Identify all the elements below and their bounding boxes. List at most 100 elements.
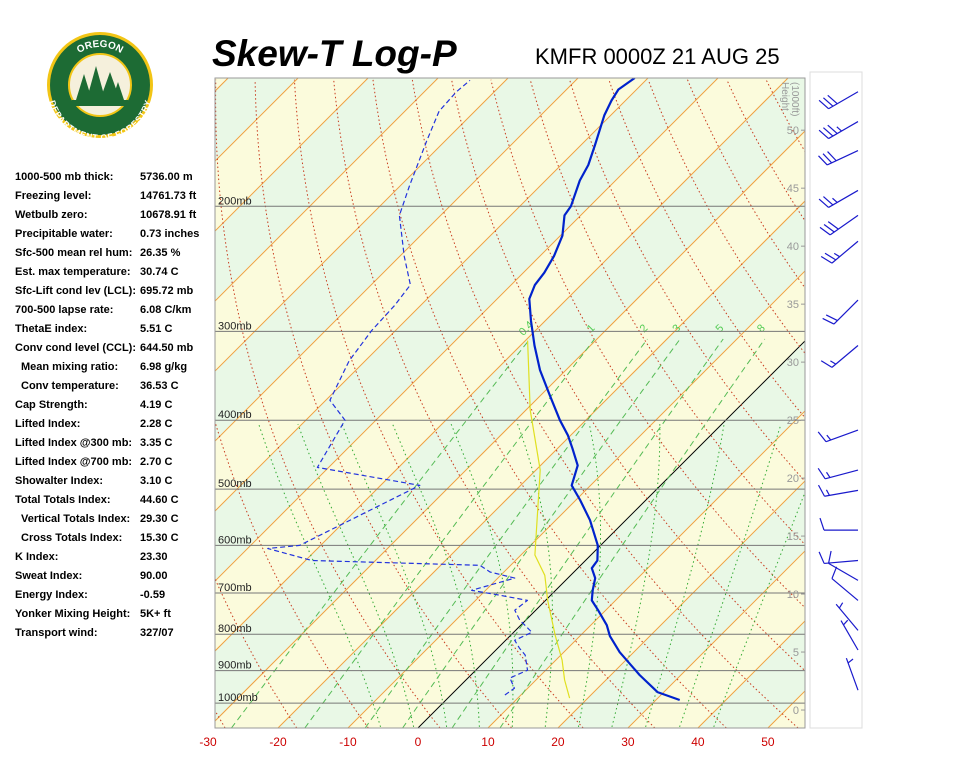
barb-full	[817, 484, 826, 497]
index-label: ThetaE index:	[15, 323, 87, 335]
pressure-tick-label: 800mb	[218, 623, 252, 635]
moist-adiabat	[578, 423, 601, 727]
pressure-tick-label: 400mb	[218, 409, 252, 421]
barb-half	[826, 434, 832, 441]
barb-staff	[825, 469, 859, 480]
index-label: Cross Totals Index:	[21, 532, 122, 544]
barb-staff	[831, 240, 859, 264]
index-label: Conv cond level (CCL):	[15, 342, 136, 354]
isotherm-band	[215, 78, 805, 722]
barb-staff	[824, 559, 859, 565]
index-label: Wetbulb zero:	[15, 209, 88, 221]
axes: 200mb 300mb 400mb 500mb 600mb 700mb 800mb 900mb…	[199, 82, 805, 749]
barb-full	[827, 94, 838, 105]
height-tick-label: 40	[787, 241, 799, 253]
index-value: 36.53 C	[140, 380, 179, 392]
barb-full	[827, 151, 837, 162]
pressure-tick-label: 900mb	[218, 660, 252, 672]
height-tick-label: 15	[787, 531, 799, 543]
index-value: 2.70 C	[140, 456, 172, 468]
height-tick-label: 5	[793, 647, 799, 659]
wind-barb	[818, 551, 859, 565]
index-value: 15.30 C	[140, 532, 179, 544]
barb-staff	[828, 121, 859, 140]
dry-adiabat	[372, 79, 727, 728]
barb-full	[818, 99, 829, 110]
pressure-tick-label: 700mb	[218, 582, 252, 594]
barb-staff	[829, 214, 859, 236]
index-value: 695.72 mb	[140, 285, 193, 297]
height-tick-label: 0	[793, 705, 799, 717]
barb-half	[830, 360, 837, 365]
barb-full	[818, 155, 828, 166]
index-label: Sweat Index:	[15, 570, 82, 582]
isotherm	[347, 270, 805, 728]
moist-adiabat	[341, 423, 448, 727]
pressure-tick-label: 1000mb	[218, 692, 258, 704]
logo-trees	[76, 66, 124, 102]
index-label: Sfc-Lift cond lev (LCL):	[15, 285, 136, 297]
barb-full	[823, 97, 834, 107]
index-value: 90.00	[140, 570, 168, 582]
index-label: Freezing level:	[15, 190, 91, 202]
dewpoint-line	[267, 79, 533, 696]
index-label: 700-500 lapse rate:	[15, 304, 113, 316]
temperature-tick-label: 50	[761, 735, 775, 749]
wind-panel	[809, 71, 863, 729]
isotherm	[215, 130, 805, 722]
barb-staff	[835, 603, 859, 631]
barb-staff	[845, 658, 859, 691]
dry-adiabat	[215, 419, 369, 728]
dry-adiabat	[923, 80, 960, 728]
wind-barb	[840, 619, 859, 651]
barb-half	[836, 126, 842, 132]
isotherm	[487, 410, 805, 728]
barb-full	[818, 551, 825, 564]
logo: OREGON DEPARTMENT OF FORESTRY	[47, 32, 153, 142]
index-label: K Index:	[15, 551, 58, 563]
barb-half	[843, 619, 849, 626]
isotherm	[215, 78, 649, 512]
barb-staff	[831, 578, 859, 601]
wind-barb	[819, 517, 858, 531]
wind-barb	[819, 214, 859, 236]
index-value: 3.10 C	[140, 475, 172, 487]
dry-adiabat	[647, 79, 805, 355]
pressure-tick-label: 300mb	[218, 320, 252, 332]
index-value: 3.35 C	[140, 437, 172, 449]
wind-barb	[817, 484, 859, 497]
pressure-tick-label: 600mb	[218, 534, 252, 546]
barb-full	[820, 360, 833, 368]
barb-half	[838, 602, 844, 609]
barb-half	[825, 489, 830, 496]
barb-full	[823, 224, 835, 233]
isotherm	[627, 550, 805, 728]
temperature-tick-label: -10	[339, 735, 357, 749]
index-label: Est. max temperature:	[15, 266, 131, 278]
temperature-tick-label: -20	[269, 735, 287, 749]
index-value: 2.28 C	[140, 418, 172, 430]
index-label: Precipitable water:	[15, 228, 113, 240]
dry-adiabat	[687, 79, 805, 289]
barb-full	[823, 127, 834, 137]
isotherm	[215, 78, 369, 232]
barb-full	[820, 255, 833, 264]
height-tick-label: 35	[787, 299, 799, 311]
index-label: Lifted Index:	[15, 418, 80, 430]
index-label: Lifted Index @700 mb:	[15, 456, 132, 468]
wind-barb	[818, 91, 859, 110]
index-value: 10678.91 ft	[140, 209, 197, 221]
barb-full	[819, 517, 825, 531]
barb-full	[825, 314, 838, 322]
barb-full	[827, 550, 832, 564]
index-label: Conv temperature:	[21, 380, 119, 392]
index-value: 6.08 C/km	[140, 304, 192, 316]
mixing-ratio-line	[231, 338, 531, 728]
logo-top-text: OREGON	[75, 39, 125, 56]
height-axis-label: Height	[779, 82, 790, 111]
moist-adiabat	[450, 423, 514, 727]
height-tick-label: 20	[787, 473, 799, 485]
wind-barb	[820, 240, 859, 264]
index-value: 44.60 C	[140, 494, 179, 506]
